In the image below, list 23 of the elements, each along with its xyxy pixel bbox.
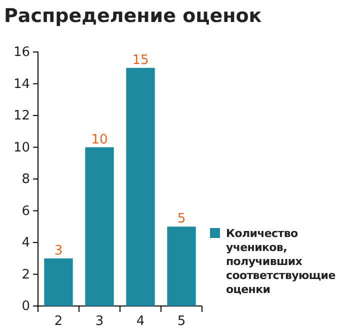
bar xyxy=(44,258,73,306)
x-tick-label: 5 xyxy=(177,314,186,328)
x-tick-label: 2 xyxy=(54,314,63,328)
y-tick-label: 8 xyxy=(22,172,30,188)
y-tick-label: 12 xyxy=(13,108,30,124)
x-tick-label: 4 xyxy=(136,314,145,328)
y-tick-label: 14 xyxy=(13,76,30,92)
legend-label: Количество учеников, получивших соответствующие оценки xyxy=(226,227,336,296)
data-label: 15 xyxy=(132,52,149,68)
bar xyxy=(85,147,114,306)
y-tick-label: 16 xyxy=(13,45,30,60)
x-tick-label: 3 xyxy=(95,314,104,328)
y-tick-label: 2 xyxy=(22,267,30,282)
chart-title: Распределение оценок xyxy=(4,5,262,27)
y-tick-label: 6 xyxy=(22,204,30,219)
y-tick-label: 4 xyxy=(22,236,30,251)
y-tick-label: 0 xyxy=(22,299,30,314)
data-label: 10 xyxy=(91,132,108,148)
data-label: 5 xyxy=(177,212,186,227)
data-label: 3 xyxy=(54,243,63,258)
bar xyxy=(126,68,155,306)
bar xyxy=(167,226,196,306)
y-tick-label: 10 xyxy=(13,140,30,156)
